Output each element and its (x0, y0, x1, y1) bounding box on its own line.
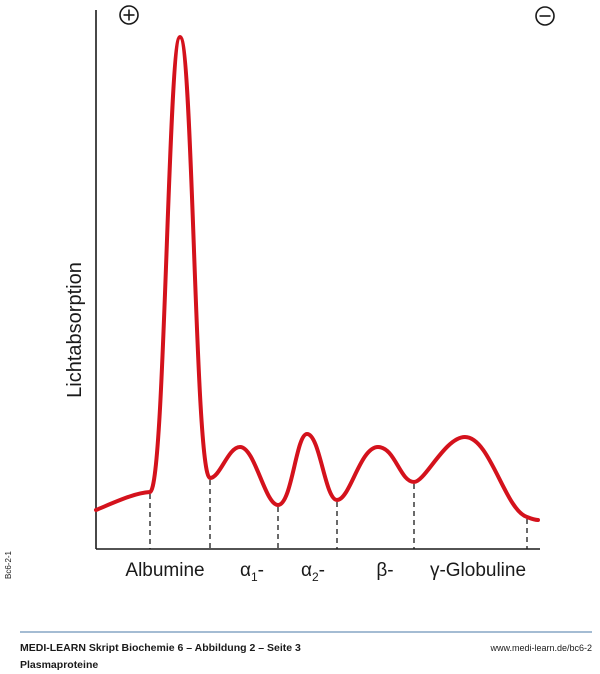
footer-url: www.medi-learn.de/bc6-2 (489, 643, 592, 653)
fraction-label: β- (376, 560, 393, 581)
fraction-label: γ-Globuline (430, 560, 526, 581)
fraction-label: α2- (301, 560, 325, 584)
y-axis-label: Lichtabsorption (64, 262, 86, 398)
side-code: Bc6-2-1 (4, 550, 13, 579)
electropherogram-curve (94, 35, 540, 522)
footer-subtitle: Plasmaproteine (20, 659, 98, 671)
minus-icon (535, 6, 555, 26)
footer-title: MEDI-LEARN Skript Biochemie 6 – Abbildun… (20, 642, 301, 654)
fraction-label: α1- (240, 560, 264, 584)
separators (149, 480, 528, 549)
plus-icon (119, 5, 139, 25)
fraction-label: Albumine (125, 560, 204, 581)
